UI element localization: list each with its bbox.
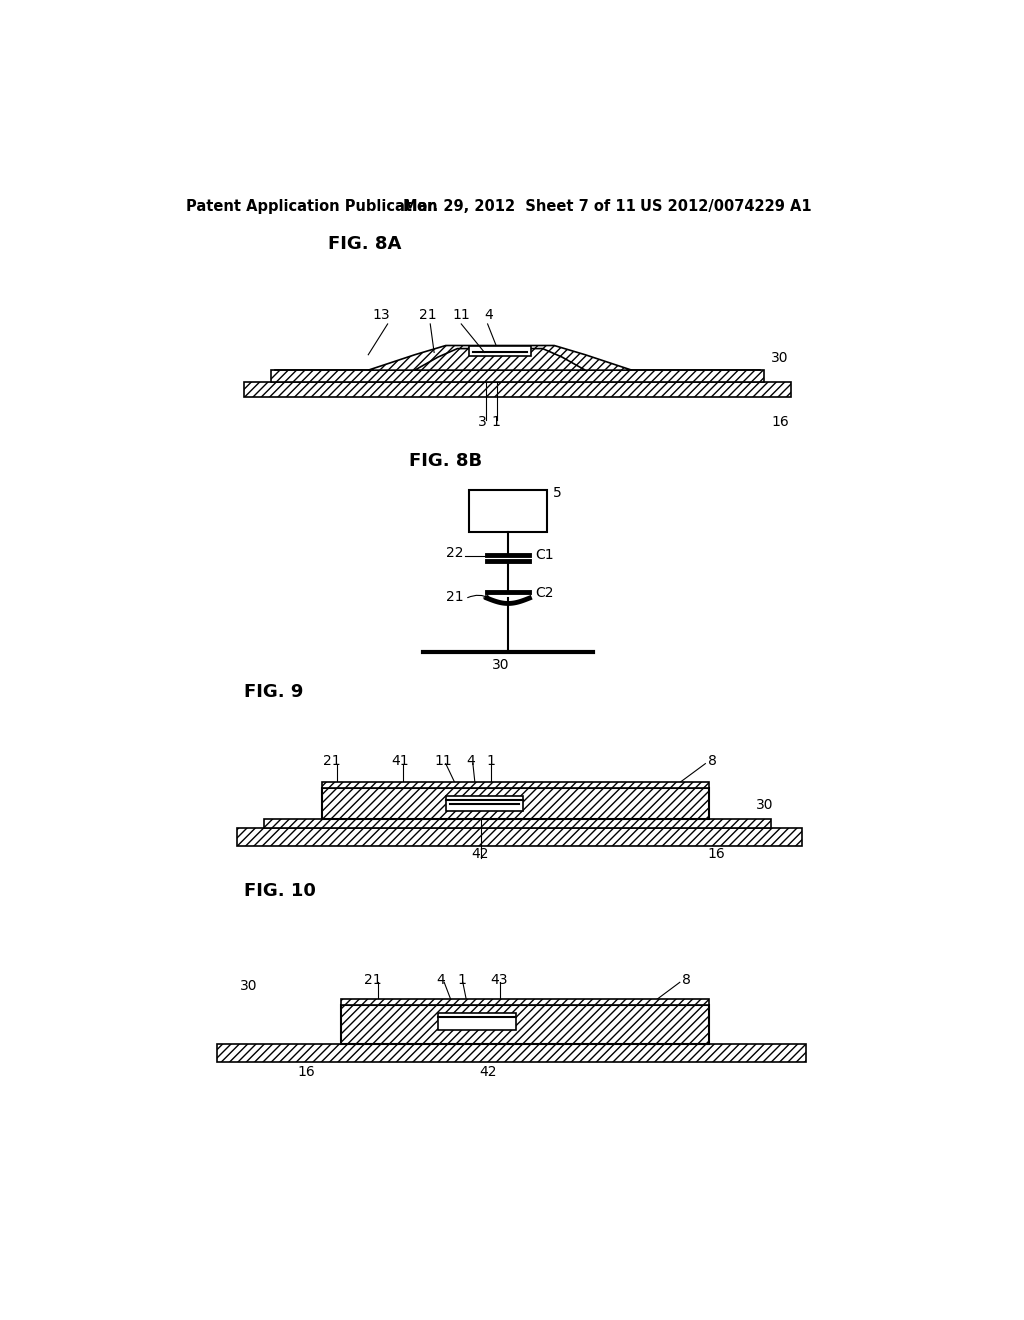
Text: FIG. 10: FIG. 10 xyxy=(245,882,316,900)
Text: FIG. 9: FIG. 9 xyxy=(245,684,304,701)
Bar xyxy=(469,490,547,532)
Bar xyxy=(322,788,710,818)
Text: 43: 43 xyxy=(490,973,508,987)
Text: 1: 1 xyxy=(492,416,501,429)
Bar xyxy=(469,346,531,355)
Text: 16: 16 xyxy=(708,846,725,861)
Text: 1: 1 xyxy=(458,973,466,987)
Text: 11: 11 xyxy=(434,754,452,768)
Bar xyxy=(217,1044,806,1061)
Text: 16: 16 xyxy=(297,1065,314,1080)
Text: 30: 30 xyxy=(493,657,510,672)
Bar xyxy=(217,1044,806,1061)
Bar xyxy=(341,1006,710,1044)
Bar xyxy=(245,381,791,397)
Text: 21: 21 xyxy=(445,590,464,605)
Text: 16: 16 xyxy=(771,416,790,429)
Text: Mar. 29, 2012  Sheet 7 of 11: Mar. 29, 2012 Sheet 7 of 11 xyxy=(403,199,636,214)
Text: FIG. 8B: FIG. 8B xyxy=(410,453,482,470)
Bar xyxy=(245,381,791,397)
Text: 21: 21 xyxy=(365,973,382,987)
Text: 8: 8 xyxy=(682,973,691,987)
Bar xyxy=(341,999,710,1006)
Text: Patent Application Publication: Patent Application Publication xyxy=(186,199,437,214)
Text: 30: 30 xyxy=(241,979,258,993)
Polygon shape xyxy=(369,346,632,370)
Bar xyxy=(341,999,710,1006)
Text: 4: 4 xyxy=(466,754,475,768)
Text: FIG. 8A: FIG. 8A xyxy=(328,235,401,253)
Text: 21: 21 xyxy=(324,754,341,768)
Text: 8: 8 xyxy=(708,754,717,768)
Text: 11: 11 xyxy=(452,308,470,322)
Bar xyxy=(322,781,710,788)
Bar xyxy=(263,818,771,829)
Bar xyxy=(271,370,764,381)
Text: C1: C1 xyxy=(535,548,554,562)
Text: 21: 21 xyxy=(419,308,436,322)
Text: 30: 30 xyxy=(771,351,788,366)
Text: 41: 41 xyxy=(391,754,410,768)
Text: 30: 30 xyxy=(756,799,773,812)
Text: 4: 4 xyxy=(484,308,494,322)
Bar xyxy=(263,818,771,829)
Text: US 2012/0074229 A1: US 2012/0074229 A1 xyxy=(640,199,811,214)
Bar xyxy=(237,829,802,846)
Bar xyxy=(445,796,523,812)
Text: C2: C2 xyxy=(535,586,553,599)
Text: 22: 22 xyxy=(445,546,463,560)
Bar xyxy=(271,370,764,381)
Bar xyxy=(237,829,802,846)
Bar xyxy=(322,788,710,818)
Text: 13: 13 xyxy=(372,308,390,322)
Text: 3: 3 xyxy=(478,416,487,429)
Text: 4: 4 xyxy=(436,973,445,987)
Bar xyxy=(438,1014,515,1030)
Text: 1: 1 xyxy=(486,754,495,768)
Text: 42: 42 xyxy=(479,1065,497,1080)
Bar xyxy=(322,781,710,788)
Text: 42: 42 xyxy=(471,846,488,861)
Bar xyxy=(341,1006,710,1044)
Polygon shape xyxy=(415,348,586,370)
Text: 5: 5 xyxy=(553,486,561,500)
